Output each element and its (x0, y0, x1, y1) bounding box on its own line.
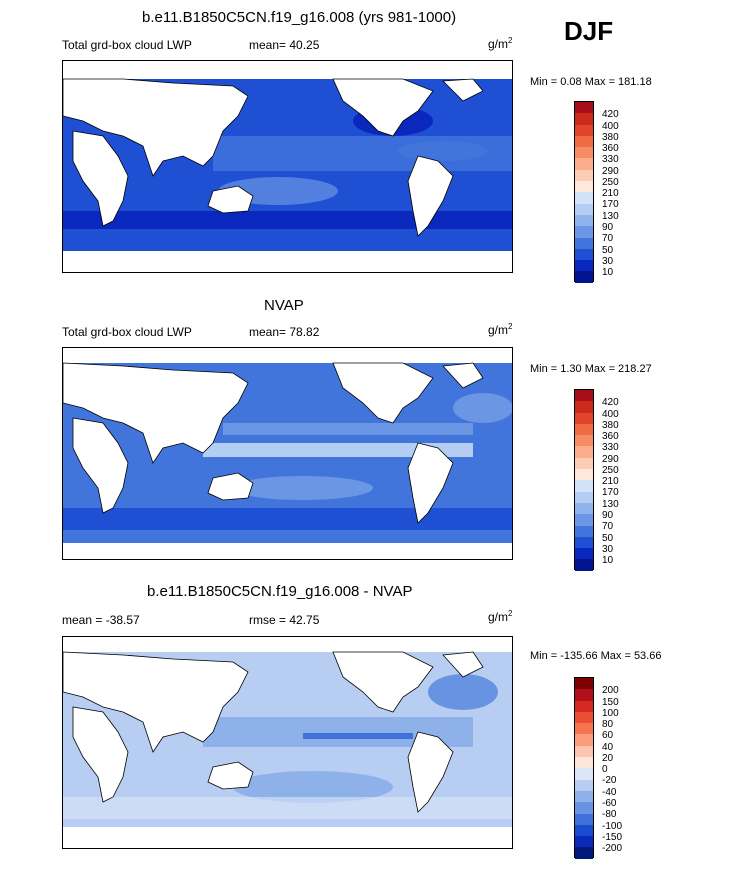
cb1-label: 210 (602, 188, 619, 199)
cb1-label: 170 (602, 199, 619, 210)
cb3-label: -100 (602, 821, 623, 832)
cb1-label: 90 (602, 222, 614, 233)
cb2-label: 50 (602, 533, 614, 544)
cb1-label: 70 (602, 233, 614, 244)
panel3-map (62, 636, 513, 849)
panel3-title: b.e11.B1850C5CN.f19_g16.008 - NVAP (147, 583, 413, 600)
cb2-label: 420 (602, 397, 619, 408)
cb3-label: -80 (602, 809, 617, 820)
panel1-title: b.e11.B1850C5CN.f19_g16.008 (yrs 981-100… (142, 9, 457, 26)
cb1-label: 250 (602, 177, 619, 188)
cb1-label: 380 (602, 132, 619, 143)
cb3-label: 20 (602, 753, 614, 764)
cb1-label: 30 (602, 256, 614, 267)
cb3-label: 40 (602, 742, 614, 753)
cb1-label: 360 (602, 143, 619, 154)
cb2-label: 90 (602, 510, 614, 521)
panel1-unit: g/m2 (488, 36, 513, 51)
cb3-label: -150 (602, 832, 623, 843)
cb3-label: -40 (602, 787, 617, 798)
cb1-label: 330 (602, 154, 619, 165)
panel2-mean: mean= 78.82 (249, 325, 320, 339)
cb3-label: 100 (602, 708, 619, 719)
cb3-label: 150 (602, 697, 619, 708)
cb3-label: -60 (602, 798, 617, 809)
panel3-rmse: rmse = 42.75 (249, 613, 320, 627)
panel3-mean: mean = -38.57 (62, 613, 140, 627)
cb3-label: -20 (602, 775, 617, 786)
cb2-label: 210 (602, 476, 619, 487)
cb3-label: 200 (602, 685, 619, 696)
cb1-label: 420 (602, 109, 619, 120)
cb1-label: 290 (602, 166, 619, 177)
panel2-title: NVAP (264, 297, 304, 314)
cb1-label: 400 (602, 121, 619, 132)
cb1-label: 10 (602, 267, 614, 278)
cb3-label: 0 (602, 764, 608, 775)
cb1-label: 130 (602, 211, 619, 222)
panel2-minmax: Min = 1.30 Max = 218.27 (530, 363, 652, 375)
cb2-label: 330 (602, 442, 619, 453)
panel3-minmax: Min = -135.66 Max = 53.66 (530, 650, 662, 662)
cb2-label: 360 (602, 431, 619, 442)
cb1-label: 50 (602, 245, 614, 256)
cb2-label: 380 (602, 420, 619, 431)
panel3-colorbar (574, 677, 594, 859)
cb2-label: 170 (602, 487, 619, 498)
cb3-label: 60 (602, 730, 614, 741)
panel2-colorbar (574, 389, 594, 571)
panel2-map (62, 347, 513, 560)
panel1-colorbar (574, 101, 594, 283)
panel1-mean: mean= 40.25 (249, 38, 320, 52)
cb2-label: 130 (602, 499, 619, 510)
cb2-label: 10 (602, 555, 614, 566)
cb2-label: 250 (602, 465, 619, 476)
panel1-left-label: Total grd-box cloud LWP (62, 38, 192, 52)
panel3-unit: g/m2 (488, 609, 513, 624)
cb3-label: -200 (602, 843, 623, 854)
cb2-label: 400 (602, 409, 619, 420)
cb3-label: 80 (602, 719, 614, 730)
cb2-label: 70 (602, 521, 614, 532)
panel2-left-label: Total grd-box cloud LWP (62, 325, 192, 339)
panel1-map (62, 60, 513, 273)
panel1-minmax: Min = 0.08 Max = 181.18 (530, 76, 652, 88)
season-label: DJF (564, 16, 614, 46)
panel2-unit: g/m2 (488, 322, 513, 337)
cb2-label: 290 (602, 454, 619, 465)
cb2-label: 30 (602, 544, 614, 555)
